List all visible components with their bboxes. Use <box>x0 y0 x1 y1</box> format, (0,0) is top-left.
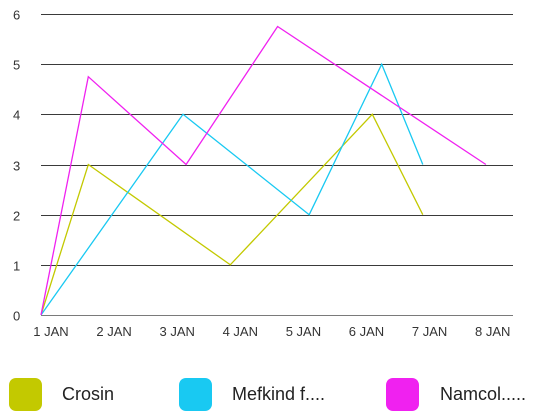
legend-label-crosin: Crosin <box>62 383 115 404</box>
legend-item-mefkind[interactable]: Mefkind f.... <box>179 377 325 411</box>
y-tick-label: 0 <box>13 309 20 324</box>
legend-swatch-namcol <box>386 377 419 411</box>
series-line-1 <box>40 62 424 316</box>
legend-swatch-mefkind <box>179 377 212 411</box>
x-tick-label: 2 JAN <box>96 324 131 339</box>
y-tick-label: 2 <box>13 209 20 224</box>
series-lines <box>40 25 487 316</box>
y-axis-ticks: 0 1 2 3 4 5 6 <box>13 8 20 324</box>
legend-swatch-crosin <box>9 377 42 411</box>
y-tick-label: 6 <box>13 8 20 23</box>
legend-label-namcol: Namcol..... <box>440 383 527 404</box>
y-tick-label: 4 <box>13 108 20 123</box>
y-tick-label: 1 <box>13 259 20 274</box>
line-chart: 0 1 2 3 4 5 6 1 JAN 2 JAN 3 JAN 4 JAN 5 JAN 6 JAN 7 … <box>13 8 513 339</box>
x-tick-label: 8 JAN <box>475 324 510 339</box>
x-tick-label: 4 JAN <box>223 324 258 339</box>
y-tick-label: 5 <box>13 58 20 73</box>
legend: Crosin Mefkind f.... Namcol..... <box>0 372 546 416</box>
x-axis-ticks: 1 JAN 2 JAN 3 JAN 4 JAN 5 JAN 6 JAN 7 JAN 8 JAN <box>33 324 510 339</box>
series-line-2 <box>40 25 487 316</box>
series-line-0 <box>40 113 424 316</box>
x-tick-label: 3 JAN <box>159 324 194 339</box>
legend-item-namcol[interactable]: Namcol..... <box>386 377 526 411</box>
x-tick-label: 6 JAN <box>349 324 384 339</box>
x-tick-label: 7 JAN <box>412 324 447 339</box>
y-tick-label: 3 <box>13 159 20 174</box>
gridlines <box>41 14 513 316</box>
legend-item-crosin[interactable]: Crosin <box>9 377 114 411</box>
x-tick-label: 1 JAN <box>33 324 68 339</box>
x-tick-label: 5 JAN <box>286 324 321 339</box>
legend-label-mefkind: Mefkind f.... <box>232 383 326 404</box>
